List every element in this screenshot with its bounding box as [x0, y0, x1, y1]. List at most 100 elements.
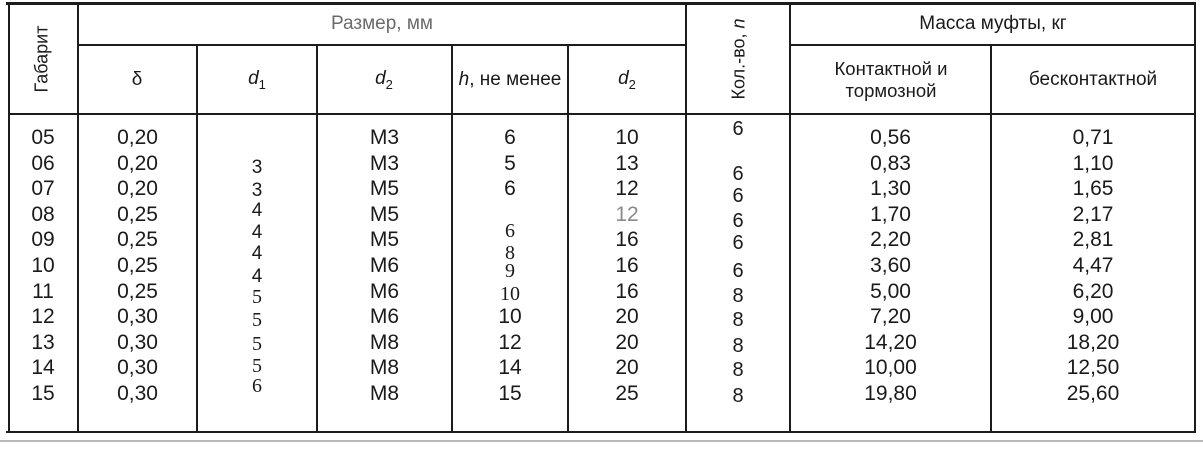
cell: 0,30: [117, 381, 158, 405]
cell: 0,30: [117, 330, 158, 354]
table-border-top: [6, 2, 1196, 5]
grid-vline: [316, 45, 318, 433]
cell: 12: [498, 330, 522, 354]
cell: 14: [31, 356, 55, 380]
d2-subscript: 2: [385, 76, 393, 92]
cell: 4: [251, 200, 263, 222]
cell: 0,20: [117, 126, 158, 149]
cell: 6: [732, 232, 744, 255]
d2b-symbol: d: [618, 68, 629, 90]
grid-hline: [78, 44, 686, 46]
d2b-subscript: 2: [628, 76, 636, 92]
cell: 6: [504, 177, 516, 201]
cell: 0,56: [870, 126, 911, 149]
cell: 16: [615, 253, 639, 277]
grid-hline: [790, 44, 1194, 46]
grid-vline: [789, 2, 791, 433]
cell: 1,30: [870, 177, 911, 201]
cell: 2,17: [1072, 202, 1114, 226]
cell: 10: [500, 282, 520, 305]
cell: 2,81: [1072, 228, 1114, 252]
column-header-quantity: Кол.-во, n: [729, 19, 750, 100]
col-quantity: 6 6 6 6 6 6 8 8 8 8 8: [687, 118, 789, 407]
cell: 09: [31, 228, 55, 252]
cell: 7,20: [870, 305, 911, 329]
cell: 0,30: [117, 305, 158, 329]
cell: 20: [615, 330, 639, 354]
col-d2-thread: M3 M3 M5 M5 M5 M6 M6 M6 M8 M8 M8: [318, 125, 451, 407]
cell: 1,70: [870, 202, 911, 226]
cell: 6: [252, 374, 262, 397]
quantity-label: Кол.-во,: [728, 28, 749, 100]
column-header-delta: δ: [131, 69, 143, 90]
cell: 08: [31, 202, 55, 226]
h-qualifier: , не менее: [469, 69, 562, 90]
cell: M6: [369, 279, 400, 303]
cell: 0,25: [117, 253, 158, 277]
col-mass-contact: 0,56 0,83 1,30 1,70 2,20 3,60 5,00 7,20 …: [791, 125, 990, 407]
header-body-separator: [8, 113, 1196, 115]
grid-vline: [990, 45, 992, 433]
cell: M6: [369, 253, 400, 277]
d1-subscript: 1: [258, 76, 266, 92]
cell: 8: [732, 334, 744, 357]
cell: 07: [31, 177, 55, 201]
cell: 0,71: [1072, 126, 1114, 149]
cell: 8: [732, 284, 744, 307]
cell: 6: [504, 126, 516, 149]
col-delta: 0,20 0,20 0,20 0,25 0,25 0,25 0,25 0,30 …: [79, 125, 196, 407]
cell: 3: [251, 179, 263, 201]
h-symbol: h: [458, 69, 470, 90]
cell: 9,00: [1072, 305, 1114, 329]
table-border-left: [8, 2, 10, 433]
cell: 5: [504, 151, 516, 175]
cell: 9: [505, 259, 515, 282]
cell: 19,80: [864, 381, 917, 405]
cell: 5: [252, 355, 262, 378]
cell: 05: [31, 126, 55, 149]
col-gabarit: 05 06 07 08 09 10 11 12 13 14 15: [10, 125, 76, 407]
cell: 10: [615, 126, 639, 149]
col-h: 6 5 6 6 8 9 10 10 12 14 15: [453, 125, 567, 407]
cell: 15: [31, 381, 55, 405]
cell: 13: [615, 151, 639, 175]
cell: M8: [369, 330, 400, 354]
column-header-d1: d1: [248, 68, 266, 92]
column-header-d2b: d2: [618, 68, 636, 92]
column-header-mass-contact: Контактной и тормозной: [834, 58, 948, 101]
n-symbol: n: [728, 18, 749, 29]
grid-vline: [196, 45, 198, 433]
cell: 5,00: [870, 279, 911, 303]
col-d2: 10 13 12 12 16 16 16 20 20 20 25: [569, 125, 685, 407]
cell: M3: [369, 126, 400, 149]
cell: 0,25: [117, 202, 158, 226]
cell: 12: [615, 202, 639, 226]
cell: M8: [369, 356, 400, 380]
cell: 14,20: [864, 330, 917, 354]
cell: 16: [615, 279, 639, 303]
cell: 10: [498, 305, 522, 329]
cell: 10,00: [864, 356, 917, 380]
cell: 8: [505, 242, 515, 265]
cell: 6: [732, 259, 744, 282]
cell: M5: [369, 202, 400, 226]
cell: 0,25: [117, 279, 158, 303]
cell: 13: [31, 330, 55, 354]
grid-vline: [685, 2, 687, 433]
grid-vline: [451, 45, 453, 433]
cell: 1,65: [1072, 177, 1114, 201]
cell: 3: [251, 157, 263, 178]
cell: 1,10: [1072, 151, 1114, 175]
column-header-d2: d2: [375, 68, 393, 92]
cell: 25,60: [1066, 381, 1120, 405]
column-group-size: Размер, мм: [331, 13, 433, 34]
cell: 4,47: [1072, 253, 1114, 277]
column-header-mass-contactless: бесконтактной: [1028, 69, 1158, 90]
cell: 6: [732, 118, 744, 140]
cell: 10: [31, 253, 55, 277]
cell: 5: [252, 332, 262, 355]
cell: 8: [732, 384, 744, 407]
column-header-gabarit: Габарит: [31, 25, 52, 93]
grid-vline: [567, 45, 569, 433]
grid-vline: [77, 2, 79, 433]
